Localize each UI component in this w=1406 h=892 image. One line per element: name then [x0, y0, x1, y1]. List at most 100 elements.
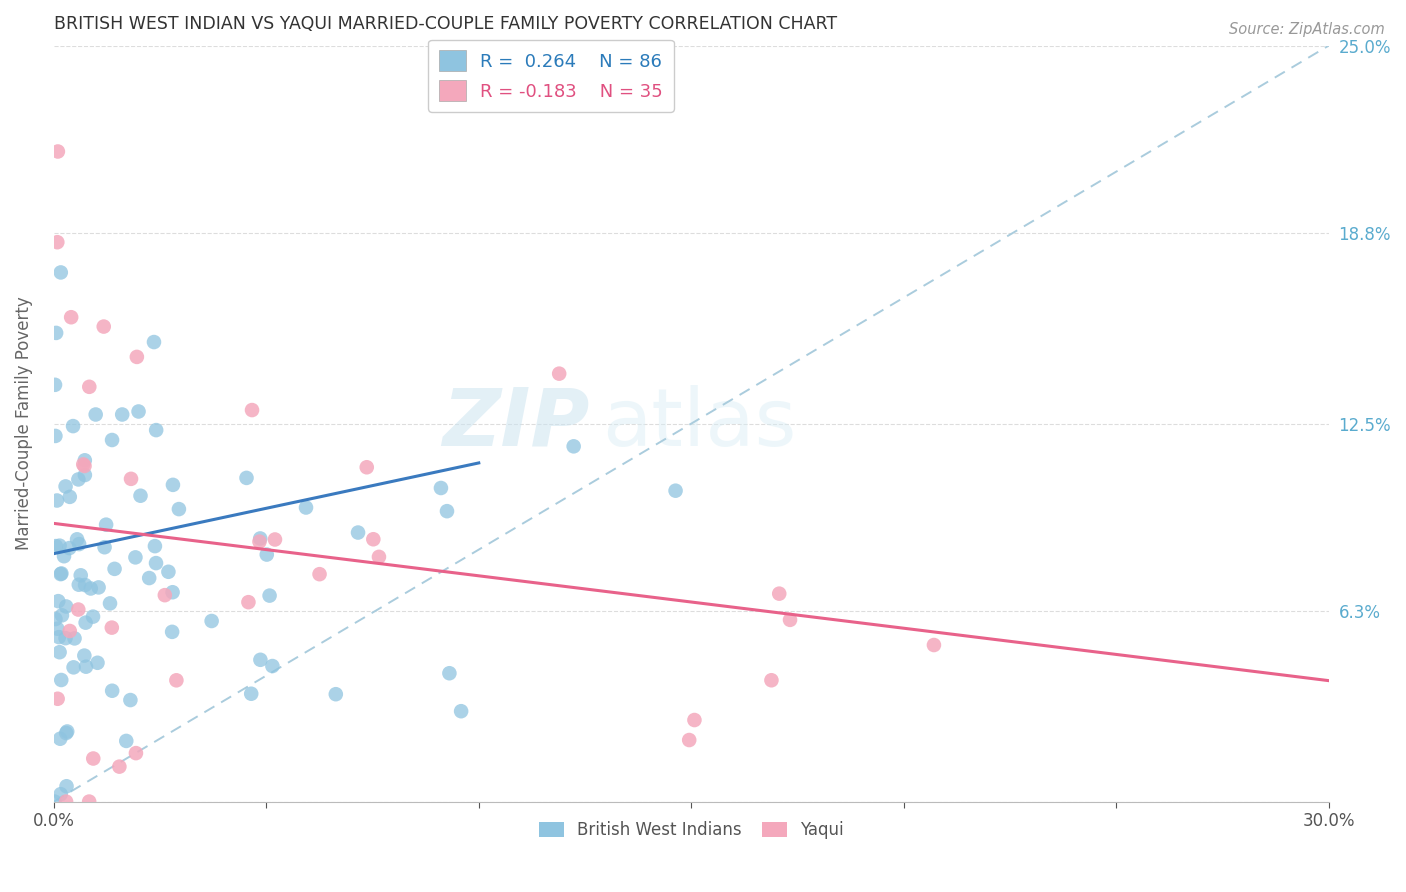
Point — [45, 326, 67, 340]
Point — [56, 724, 79, 739]
Point — [295, 500, 318, 515]
Point — [548, 367, 571, 381]
Point — [138, 571, 160, 585]
Point — [167, 502, 190, 516]
Point — [75, 659, 97, 673]
Point — [59, 490, 82, 504]
Point — [111, 408, 134, 422]
Point — [108, 759, 131, 773]
Point — [48, 630, 70, 644]
Point — [46, 622, 69, 636]
Point — [240, 403, 263, 417]
Point — [363, 533, 385, 547]
Point — [75, 578, 97, 592]
Point — [439, 666, 461, 681]
Point — [101, 621, 124, 635]
Point — [129, 489, 152, 503]
Point — [55, 479, 77, 493]
Point — [49, 265, 72, 279]
Point — [79, 380, 101, 394]
Point — [768, 587, 790, 601]
Point — [87, 581, 110, 595]
Point — [46, 235, 69, 250]
Point — [160, 624, 183, 639]
Point — [55, 779, 77, 793]
Point — [264, 533, 287, 547]
Point — [143, 539, 166, 553]
Point — [120, 472, 142, 486]
Point — [72, 458, 94, 472]
Point — [249, 534, 271, 549]
Point — [82, 751, 104, 765]
Point — [69, 568, 91, 582]
Point — [93, 319, 115, 334]
Point — [165, 673, 187, 688]
Point — [308, 567, 330, 582]
Text: ZIP: ZIP — [441, 384, 589, 463]
Point — [49, 567, 72, 582]
Point — [779, 613, 801, 627]
Point — [73, 458, 96, 473]
Point — [153, 588, 176, 602]
Point — [46, 493, 69, 508]
Point — [450, 704, 472, 718]
Point — [249, 532, 271, 546]
Point — [73, 648, 96, 663]
Point — [125, 350, 148, 364]
Point — [44, 429, 66, 443]
Point — [347, 525, 370, 540]
Point — [48, 645, 70, 659]
Point — [84, 408, 107, 422]
Point — [143, 334, 166, 349]
Point — [145, 423, 167, 437]
Point — [664, 483, 686, 498]
Point — [51, 608, 73, 623]
Point — [44, 377, 66, 392]
Point — [162, 478, 184, 492]
Point — [53, 549, 76, 564]
Point — [45, 539, 67, 553]
Point — [157, 565, 180, 579]
Point — [59, 624, 82, 638]
Point — [55, 599, 77, 614]
Point — [145, 556, 167, 570]
Point — [75, 615, 97, 630]
Point — [67, 577, 90, 591]
Point — [67, 472, 90, 486]
Point — [249, 653, 271, 667]
Point — [678, 733, 700, 747]
Text: BRITISH WEST INDIAN VS YAQUI MARRIED-COUPLE FAMILY POVERTY CORRELATION CHART: BRITISH WEST INDIAN VS YAQUI MARRIED-COU… — [53, 15, 837, 33]
Point — [94, 517, 117, 532]
Point — [238, 595, 260, 609]
Point — [86, 656, 108, 670]
Point — [46, 145, 69, 159]
Point — [49, 731, 72, 746]
Point — [162, 585, 184, 599]
Point — [98, 596, 121, 610]
Point — [368, 549, 391, 564]
Point — [562, 439, 585, 453]
Point — [60, 310, 83, 325]
Point — [683, 713, 706, 727]
Point — [240, 687, 263, 701]
Point — [125, 746, 148, 760]
Point — [58, 541, 80, 555]
Point — [115, 734, 138, 748]
Point — [73, 468, 96, 483]
Point — [325, 687, 347, 701]
Point — [49, 787, 72, 801]
Point — [201, 614, 224, 628]
Point — [44, 795, 66, 809]
Point — [77, 795, 100, 809]
Point — [356, 460, 378, 475]
Point — [67, 537, 90, 551]
Point — [46, 691, 69, 706]
Point — [63, 632, 86, 646]
Point — [67, 602, 90, 616]
Point — [62, 419, 84, 434]
Point — [44, 612, 66, 626]
Point — [922, 638, 945, 652]
Point — [262, 659, 284, 673]
Point — [128, 404, 150, 418]
Text: atlas: atlas — [602, 384, 796, 463]
